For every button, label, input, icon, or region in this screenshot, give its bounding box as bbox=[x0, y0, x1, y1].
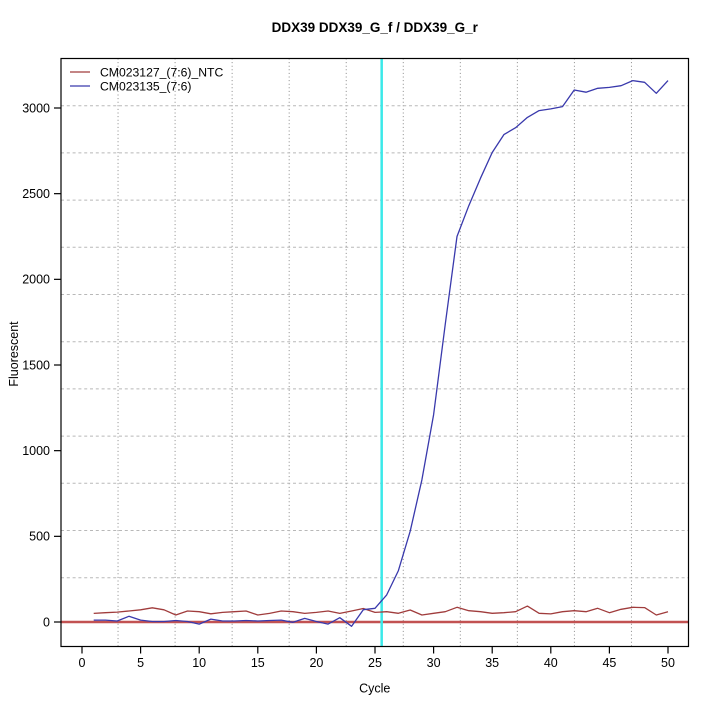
x-tick-label: 50 bbox=[661, 656, 675, 670]
y-tick-label: 0 bbox=[43, 615, 50, 629]
gridlines bbox=[61, 58, 689, 647]
plot-frame bbox=[60, 57, 690, 648]
series-curve-0 bbox=[93, 605, 669, 616]
x-tick-label: 35 bbox=[485, 656, 499, 670]
legend: CM023127_(7:6)_NTC CM023135_(7:6) bbox=[70, 65, 223, 93]
x-tick-label: 30 bbox=[427, 656, 441, 670]
y-tick-label: 3000 bbox=[22, 101, 50, 115]
x-tick-label: 20 bbox=[309, 656, 323, 670]
y-tick-label: 1500 bbox=[22, 358, 50, 372]
y-tick-label: 1000 bbox=[22, 444, 50, 458]
y-tick-label: 500 bbox=[29, 530, 50, 544]
x-tick-label: 45 bbox=[602, 656, 616, 670]
y-tick-label: 2000 bbox=[22, 273, 50, 287]
x-tick-label: 10 bbox=[192, 656, 206, 670]
x-tick-label: 15 bbox=[251, 656, 265, 670]
plot-box bbox=[60, 57, 690, 648]
data-series bbox=[93, 79, 669, 627]
legend-label-sample: CM023135_(7:6) bbox=[100, 79, 191, 93]
x-axis-label: Cycle bbox=[359, 682, 390, 696]
series-curve-1 bbox=[93, 79, 669, 627]
chart-title: DDX39 DDX39_G_f / DDX39_G_r bbox=[272, 20, 479, 35]
x-tick-label: 0 bbox=[79, 656, 86, 670]
y-tick-label: 2500 bbox=[22, 187, 50, 201]
legend-label-ntc: CM023127_(7:6)_NTC bbox=[100, 65, 223, 79]
y-axis-label: Fluorescent bbox=[7, 321, 21, 387]
x-tick-label: 40 bbox=[544, 656, 558, 670]
axis-ticks: 0 5 10 15 20 25 30 35 40 45 5005001000150020002500… bbox=[22, 101, 675, 670]
x-tick-label: 25 bbox=[368, 656, 382, 670]
x-tick-label: 5 bbox=[137, 656, 144, 670]
reference-lines bbox=[61, 58, 689, 647]
